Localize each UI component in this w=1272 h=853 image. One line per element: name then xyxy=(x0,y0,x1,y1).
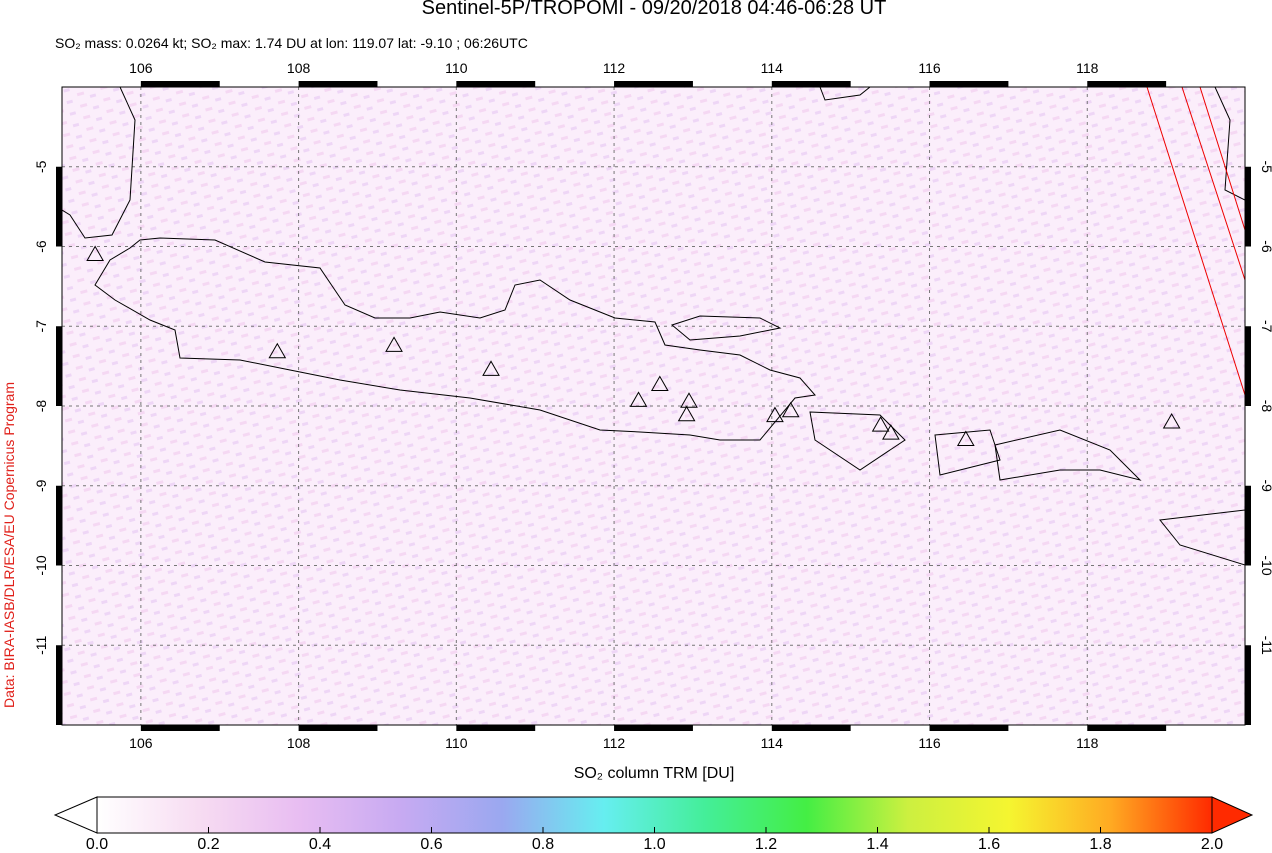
x-tick-label: 108 xyxy=(287,735,311,751)
frame-band xyxy=(1087,81,1167,87)
volcano xyxy=(766,406,784,423)
x-tick-label: 110 xyxy=(445,735,468,751)
colorbar-tick-label: 0.4 xyxy=(309,836,331,853)
colorbar-tick-label: 1.2 xyxy=(755,836,777,853)
y-tick-label: -6 xyxy=(1259,240,1272,253)
x-tick-label: 108 xyxy=(287,60,311,76)
y-tick-label: -9 xyxy=(1259,480,1272,493)
flores xyxy=(1214,87,1245,201)
x-tick-label: 116 xyxy=(918,60,941,76)
frame-band xyxy=(298,725,378,731)
frame-band xyxy=(1245,485,1251,566)
y-tick-label: -5 xyxy=(1259,161,1272,174)
y-tick-label: -7 xyxy=(33,320,49,333)
frame-band xyxy=(1087,725,1167,731)
frame-band xyxy=(1245,166,1251,247)
x-tick-label: 112 xyxy=(603,60,626,76)
colorbar-tick-label: 0.8 xyxy=(532,836,554,853)
frame-band xyxy=(56,485,62,566)
y-tick-label: -7 xyxy=(1259,320,1272,333)
frame-band xyxy=(56,645,62,725)
subtitle: SO₂ mass: 0.0264 kt; SO₂ max: 1.74 DU at… xyxy=(55,35,528,51)
colorbar-tick-label: 1.0 xyxy=(643,836,665,853)
coastlines xyxy=(62,87,1245,566)
y-tick-label: -8 xyxy=(33,400,49,413)
colorbar-over xyxy=(1211,796,1254,834)
y-tick-label: -10 xyxy=(33,555,49,575)
volcano xyxy=(629,391,648,407)
frame-band xyxy=(140,725,220,731)
x-tick-label: 116 xyxy=(918,735,941,751)
x-tick-label: 110 xyxy=(445,60,468,76)
volcano xyxy=(677,405,696,422)
frame-band xyxy=(614,81,693,87)
frame-band xyxy=(771,725,851,731)
sumbawa xyxy=(994,429,1142,481)
x-tick-label: 112 xyxy=(603,735,626,751)
sumatra xyxy=(62,87,136,239)
volcano xyxy=(871,416,890,432)
volcano xyxy=(86,245,104,261)
y-tick-label: -11 xyxy=(1259,636,1272,655)
frame-band xyxy=(1245,326,1251,406)
colorbar-under xyxy=(53,796,98,834)
frame-band xyxy=(1245,645,1251,725)
y-tick-label: -10 xyxy=(1259,555,1272,575)
frame-bands xyxy=(56,81,1251,731)
colorbar-label: SO₂ column TRM [DU] xyxy=(574,765,735,782)
volcano xyxy=(482,360,500,376)
colorbar-tick-label: 1.6 xyxy=(978,836,1000,853)
volcano xyxy=(650,375,669,391)
x-tick-label: 114 xyxy=(761,60,784,76)
colorbar-tick-label: 1.4 xyxy=(866,836,888,853)
sumba xyxy=(1159,509,1245,566)
bali xyxy=(809,411,906,471)
y-tick-label: -8 xyxy=(1259,400,1272,413)
frame-band xyxy=(140,81,220,87)
colorbar-tick-label: 0.0 xyxy=(86,836,108,853)
frame-band xyxy=(456,81,536,87)
volcano xyxy=(385,336,403,352)
credit: Data: BIRA-IASB/DLR/ESA/EU Copernicus Pr… xyxy=(1,382,17,708)
chart-title: Sentinel-5P/TROPOMI - 09/20/2018 04:46-0… xyxy=(422,0,887,19)
frame-band xyxy=(456,725,536,731)
frame-band xyxy=(56,326,62,406)
frame-band xyxy=(298,81,378,87)
x-tick-label: 114 xyxy=(761,735,784,751)
colorbar-tick-label: 2.0 xyxy=(1201,836,1223,853)
madura xyxy=(670,315,782,341)
volcano xyxy=(1162,412,1181,429)
x-tick-label: 118 xyxy=(1076,60,1099,76)
java xyxy=(94,237,816,441)
frame-band xyxy=(56,166,62,247)
orbit-edge xyxy=(1146,87,1245,396)
frame-band xyxy=(614,725,693,731)
colorbar-tick-label: 1.8 xyxy=(1089,836,1111,853)
kalimantan xyxy=(819,87,871,101)
y-tick-label: -6 xyxy=(33,240,49,253)
x-tick-label: 106 xyxy=(129,60,153,76)
frame-band xyxy=(771,81,851,87)
lombok xyxy=(934,429,1001,476)
colorbar-ticks: 0.0 0.2 0.4 0.6 0.8 1.0 1.2 1.4 1.6 1.8 2.0 xyxy=(86,827,1223,853)
frame-band xyxy=(929,81,1009,87)
y-tick-label: -11 xyxy=(33,635,49,654)
volcano xyxy=(781,401,800,418)
volcano xyxy=(956,430,975,446)
colorbar-tick-label: 0.6 xyxy=(420,836,442,853)
volcano xyxy=(680,392,698,408)
y-tick-label: -5 xyxy=(33,160,49,173)
x-tick-label: 106 xyxy=(129,735,153,751)
frame-band xyxy=(929,725,1009,731)
colorbar-tick-label: 0.2 xyxy=(197,836,219,853)
volcanoes xyxy=(86,245,1181,446)
volcano xyxy=(882,424,900,440)
volcano xyxy=(268,342,287,359)
x-tick-label: 118 xyxy=(1076,735,1099,751)
y-tick-label: -9 xyxy=(33,479,49,492)
grid xyxy=(62,87,1245,725)
